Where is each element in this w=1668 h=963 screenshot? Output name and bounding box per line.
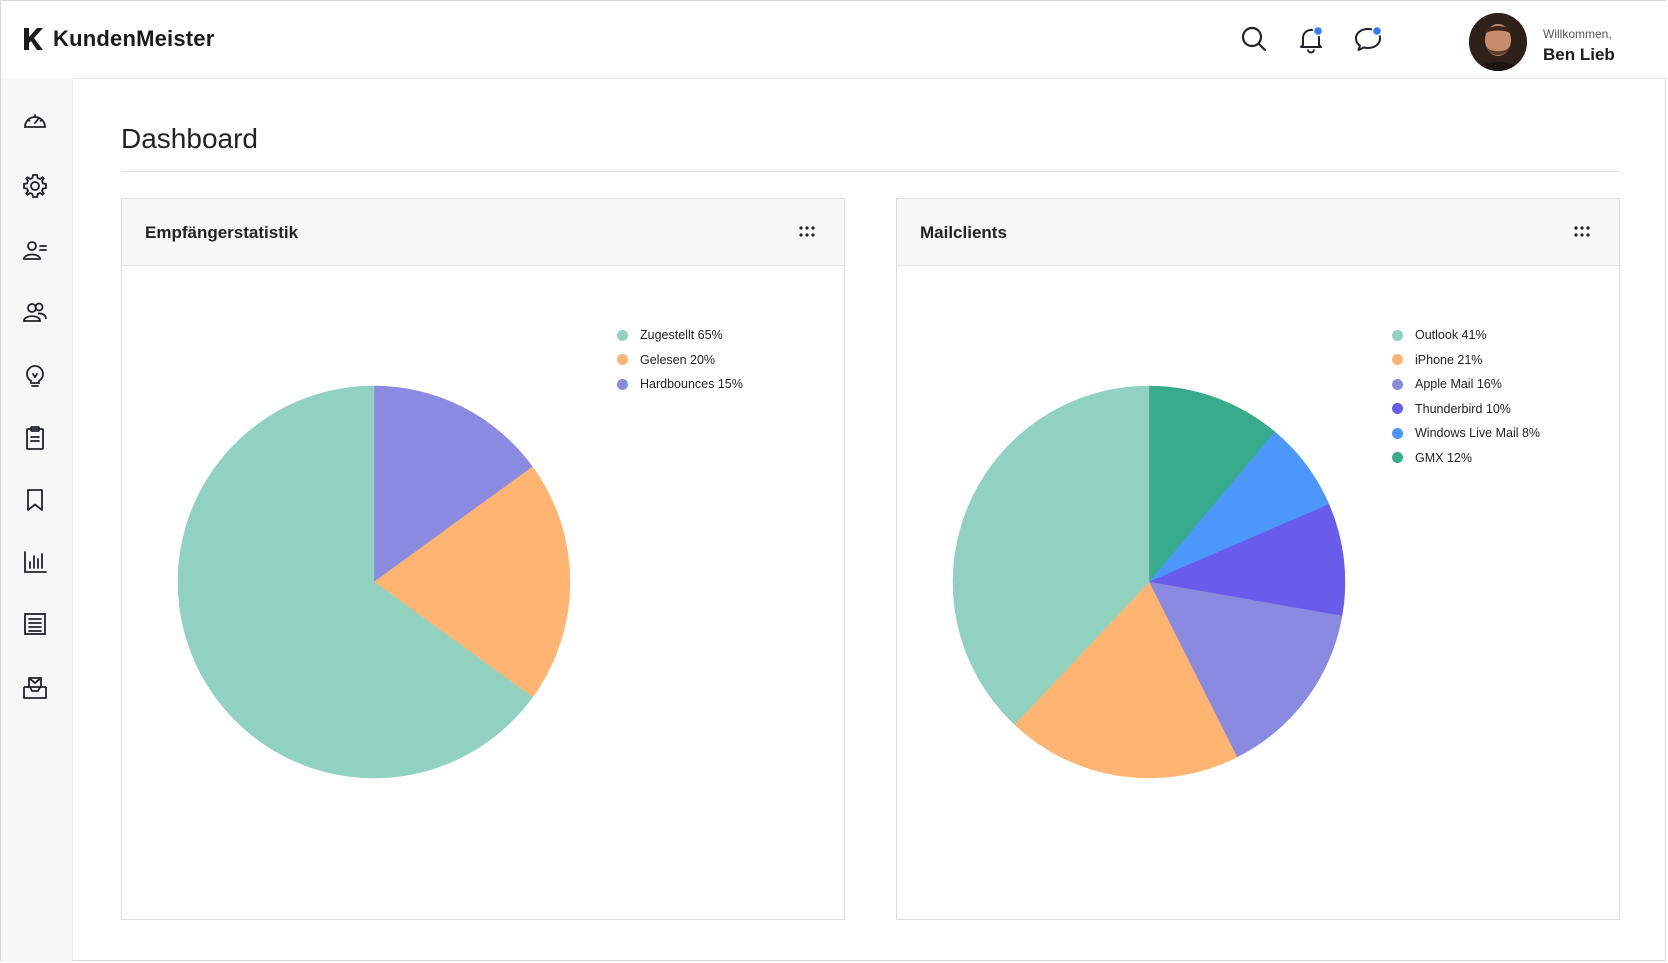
- pie-slice-outlook[interactable]: [952, 385, 1150, 725]
- card-title: Mailclients: [920, 223, 1007, 242]
- title-divider: [121, 171, 1620, 172]
- chart-legend: Outlook 41% iPhone 21% Apple Mail 16% Thund…: [1392, 323, 1540, 470]
- top-bar: KundenMeister: [1, 1, 1667, 79]
- message-dot: [1371, 25, 1383, 37]
- pie-slice-gelesen[interactable]: [373, 466, 571, 698]
- page-title: Dashboard: [121, 123, 258, 154]
- sidebar-item-statistics[interactable]: [21, 548, 49, 576]
- app-name: KundenMeister: [53, 26, 215, 51]
- legend-swatch: [1392, 378, 1403, 390]
- avatar[interactable]: [1469, 13, 1527, 71]
- chat-icon[interactable]: [1352, 23, 1384, 55]
- pie-slice-apple-mail[interactable]: [1148, 581, 1343, 758]
- pie-slice-gmx[interactable]: [1148, 385, 1276, 583]
- welcome-label: Willkommen,: [1543, 27, 1612, 41]
- legend-swatch: [1392, 452, 1403, 464]
- legend-item[interactable]: Hardbounces 15%: [617, 372, 743, 397]
- sidebar-item-dashboard[interactable]: [21, 108, 49, 136]
- legend-item[interactable]: Apple Mail 16%: [1392, 372, 1540, 397]
- app-logo[interactable]: KundenMeister: [21, 25, 215, 53]
- legend-label: Windows Live Mail 8%: [1415, 426, 1541, 441]
- bell-icon[interactable]: [1295, 23, 1327, 55]
- legend-label: Zugestellt 65%: [640, 328, 723, 343]
- legend-swatch: [1392, 427, 1403, 439]
- chart-legend: Zugestellt 65% Gelesen 20% Hardbounces 15%: [617, 323, 743, 397]
- sidebar-item-saved[interactable]: [21, 486, 49, 514]
- legend-swatch: [1392, 354, 1403, 366]
- legend-item[interactable]: Outlook 41%: [1392, 323, 1540, 348]
- legend-label: Gelesen 20%: [640, 352, 716, 367]
- sidebar-item-tasks[interactable]: [21, 424, 49, 452]
- sidebar: [1, 78, 73, 962]
- user-list-icon: [23, 241, 47, 260]
- legend-swatch: [1392, 403, 1403, 415]
- legend-label: GMX 12%: [1415, 450, 1472, 465]
- bar-chart-icon: [24, 551, 47, 573]
- pie-chart-mailclients: [952, 385, 1346, 779]
- welcome-block: Willkommen, Ben Lieb: [1543, 27, 1615, 65]
- legend-item[interactable]: Gelesen 20%: [617, 348, 743, 373]
- legend-swatch: [617, 354, 628, 366]
- card-header: Mailclients: [897, 199, 1619, 266]
- pie-slice-thunderbird[interactable]: [1148, 504, 1346, 617]
- dashboard-gauge-icon: [24, 114, 46, 128]
- legend-label: Outlook 41%: [1415, 328, 1487, 343]
- search-icon[interactable]: [1238, 23, 1270, 55]
- user-name[interactable]: Ben Lieb: [1543, 45, 1615, 64]
- legend-label: iPhone 21%: [1415, 352, 1483, 367]
- pie-slice-zugestellt[interactable]: [177, 385, 533, 779]
- notification-dot: [1312, 25, 1324, 37]
- gear-icon: [23, 174, 47, 198]
- sidebar-item-groups[interactable]: [21, 298, 49, 326]
- bookmark-icon: [27, 489, 43, 511]
- card-header: Empfängerstatistik: [122, 199, 844, 266]
- sidebar-item-mailings[interactable]: [21, 674, 49, 702]
- clipboard-icon: [26, 426, 44, 450]
- pie-slice-iphone[interactable]: [1014, 581, 1238, 779]
- legend-item[interactable]: iPhone 21%: [1392, 348, 1540, 373]
- legend-item[interactable]: GMX 12%: [1392, 446, 1540, 471]
- report-list-icon: [24, 613, 46, 635]
- card-recipients: Empfängerstatistik Zugestellt 65% Gelesen…: [121, 198, 845, 920]
- legend-item[interactable]: Thunderbird 10%: [1392, 397, 1540, 422]
- legend-swatch: [1392, 329, 1403, 341]
- legend-label: Hardbounces 15%: [640, 377, 743, 392]
- sidebar-item-reports[interactable]: [21, 610, 49, 638]
- sidebar-item-settings[interactable]: [21, 172, 49, 200]
- legend-item[interactable]: Zugestellt 65%: [617, 323, 743, 348]
- users-group-icon: [23, 302, 47, 322]
- pie-chart-recipients: [177, 385, 571, 779]
- logo-k-icon: [24, 28, 43, 50]
- mail-inbox-icon: [23, 677, 47, 699]
- legend-item[interactable]: Windows Live Mail 8%: [1392, 421, 1540, 446]
- legend-label: Apple Mail 16%: [1415, 377, 1502, 392]
- dots-grid-icon[interactable]: [1573, 223, 1591, 241]
- sidebar-item-ideas[interactable]: [21, 362, 49, 390]
- dots-grid-icon[interactable]: [798, 223, 816, 241]
- legend-swatch: [617, 329, 628, 341]
- card-mailclients: Mailclients Outlook 41% iPhone 21% Apple M…: [896, 198, 1620, 920]
- sidebar-item-contacts[interactable]: [21, 236, 49, 264]
- legend-swatch: [617, 378, 628, 390]
- legend-label: Thunderbird 10%: [1415, 401, 1511, 416]
- card-title: Empfängerstatistik: [145, 223, 299, 242]
- lightbulb-icon: [26, 365, 44, 387]
- pie-slice-hardbounces[interactable]: [373, 385, 533, 583]
